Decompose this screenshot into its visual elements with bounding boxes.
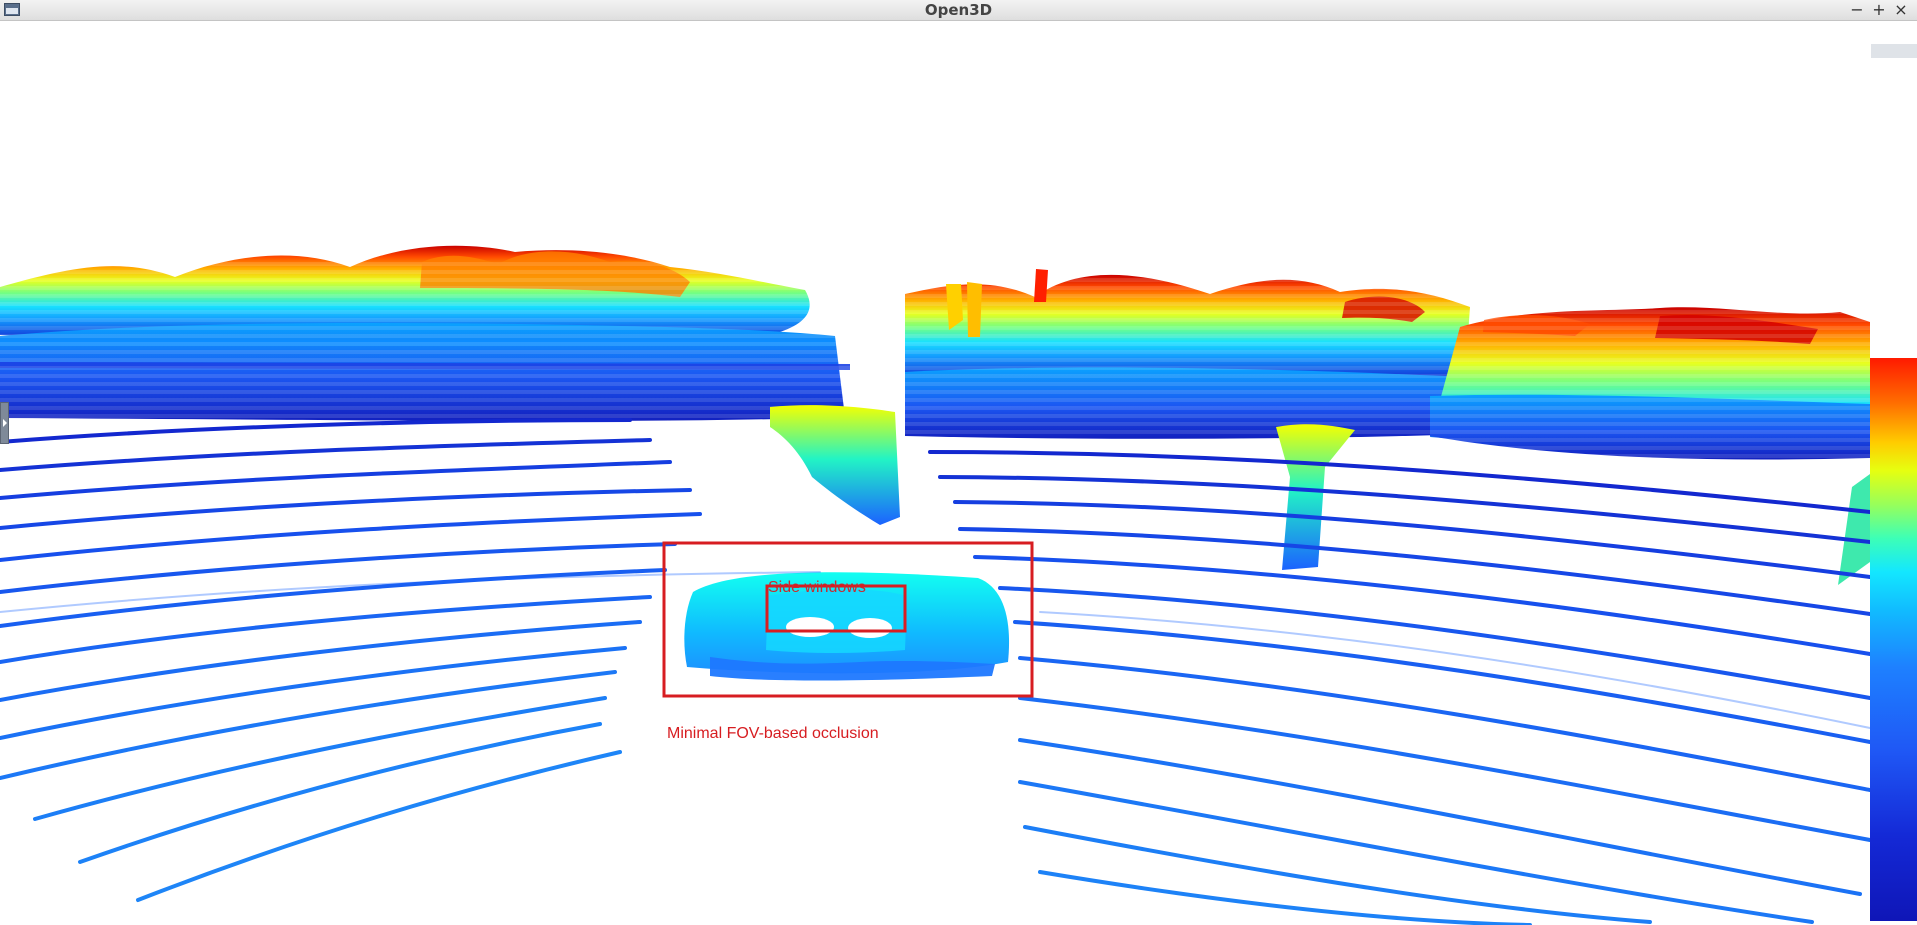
occlusion-annotation: Minimal FOV-based occlusion xyxy=(667,725,879,742)
window-title: Open3D xyxy=(924,1,993,19)
height-colorbar xyxy=(1870,358,1917,921)
point-cloud-viewport[interactable]: a Side windows Minimal FOV-based occlusi… xyxy=(0,22,1917,925)
side-windows-highlight-box xyxy=(765,584,907,633)
close-button[interactable]: × xyxy=(1894,0,1908,19)
minimize-button[interactable]: − xyxy=(1850,0,1864,19)
title-bar[interactable]: Open3D − + × xyxy=(0,0,1917,21)
annotation-boxes xyxy=(662,541,1034,698)
panel-toggle-icon[interactable] xyxy=(0,402,9,444)
occlusion-highlight-box xyxy=(662,541,1034,698)
side-windows-annotation: Side windows xyxy=(768,579,866,596)
viewport-scrollbar[interactable] xyxy=(1871,44,1917,58)
ground-scan-rings xyxy=(0,418,1872,925)
maximize-button[interactable]: + xyxy=(1872,0,1886,19)
lidar-point-cloud[interactable] xyxy=(0,22,1917,925)
open3d-window-icon[interactable] xyxy=(4,3,20,16)
upper-environment xyxy=(0,245,1870,462)
